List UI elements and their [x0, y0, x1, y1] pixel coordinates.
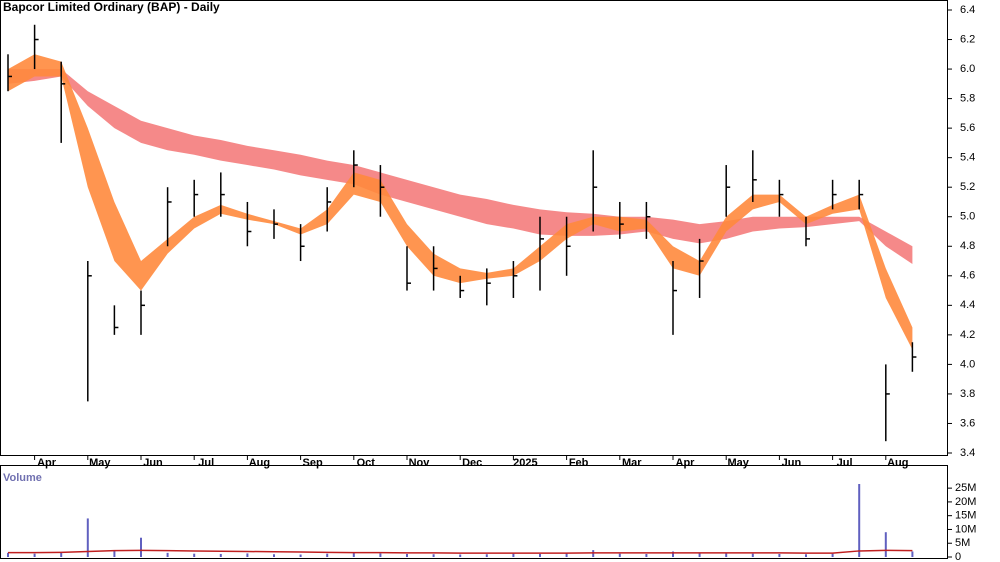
volume-bar: [60, 552, 63, 557]
x-tick-label: Apr: [676, 457, 696, 469]
volume-bar: [911, 551, 914, 557]
x-tick-label: Nov: [409, 457, 431, 469]
y-tick-label: 6.2: [960, 33, 975, 45]
y-tick-label: 6.0: [960, 63, 975, 75]
x-tick-label: Aug: [887, 457, 908, 469]
volume-bar: [858, 484, 861, 557]
y2-tick-label: 10M: [955, 523, 976, 535]
volume-title: Volume: [3, 472, 42, 484]
volume-bar: [326, 553, 329, 557]
volume-bar: [246, 553, 249, 557]
y-tick-label: 3.6: [960, 417, 975, 429]
volume-bar: [33, 553, 36, 557]
volume-average: [8, 549, 913, 554]
volume-bar: [166, 552, 169, 557]
x-tick-label: May: [727, 457, 749, 469]
x-tick-label: Jun: [782, 457, 802, 469]
volume-bar: [512, 553, 515, 557]
y2-tick-label: 5M: [955, 537, 970, 549]
volume-bar: [539, 553, 541, 557]
y-tick-label: 5.4: [960, 152, 975, 164]
volume-bar: [113, 550, 116, 557]
y2-tick-label: 0: [955, 551, 961, 562]
volume-bar: [219, 553, 222, 557]
chart-title: Bapcor Limited Ordinary (BAP) - Daily: [3, 0, 220, 14]
y-tick-label: 4.6: [960, 270, 975, 282]
x-tick-label: Jun: [143, 457, 163, 469]
x-tick-label: Sep: [303, 457, 323, 469]
volume-bar: [406, 553, 408, 557]
y-tick-label: 5.0: [960, 211, 975, 223]
y-tick-label: 4.8: [960, 240, 975, 252]
volume-bar: [884, 532, 887, 557]
volume-bar: [299, 554, 302, 557]
volume-bar: [778, 553, 781, 557]
y2-tick-label: 20M: [955, 496, 976, 508]
x-tick-label: Jul: [837, 457, 853, 469]
volume-bar: [459, 554, 462, 557]
x-tick-label: Jul: [198, 457, 214, 469]
volume-bar: [352, 552, 355, 557]
volume-bar: [565, 553, 568, 557]
volume-bar: [273, 554, 275, 557]
volume-bar: [751, 553, 754, 557]
y-tick-label: 5.6: [960, 122, 975, 134]
volume-bar: [698, 552, 701, 557]
x-tick-label: Apr: [37, 457, 57, 469]
x-tick-label: May: [89, 457, 111, 469]
x-tick-label: 2025: [513, 457, 537, 469]
volume-bar: [831, 553, 834, 557]
x-tick-label: Feb: [569, 457, 589, 469]
x-tick-label: Dec: [462, 457, 482, 469]
volume-bar: [485, 554, 488, 557]
y-tick-label: 5.8: [960, 93, 975, 105]
y-tick-label: 4.4: [960, 299, 975, 311]
y-tick-label: 4.2: [960, 329, 975, 341]
x-tick-label: Oct: [357, 457, 376, 469]
volume-bar: [618, 553, 621, 557]
y-tick-label: 4.0: [960, 358, 975, 370]
volume-bar: [7, 552, 9, 557]
volume-frame: [0, 465, 948, 559]
volume-bar: [193, 553, 196, 557]
volume-bar: [432, 554, 435, 557]
volume-bar: [672, 551, 674, 557]
band: [8, 69, 913, 264]
y-tick-label: 5.2: [960, 181, 975, 193]
y2-tick-label: 25M: [955, 482, 976, 494]
volume-bar: [725, 553, 728, 557]
volume-bar: [805, 554, 807, 557]
y-tick-label: 6.4: [960, 4, 975, 16]
volume-bar: [379, 553, 382, 557]
volume-bar: [86, 518, 89, 557]
volume-bar: [645, 553, 648, 557]
y2-tick-label: 15M: [955, 510, 976, 522]
x-tick-label: Mar: [622, 457, 642, 469]
y-tick-label: 3.8: [960, 388, 975, 400]
x-tick-label: Aug: [249, 457, 270, 469]
volume-bar: [140, 537, 142, 557]
price-frame: [0, 0, 948, 456]
y-tick-label: 3.4: [960, 447, 975, 459]
